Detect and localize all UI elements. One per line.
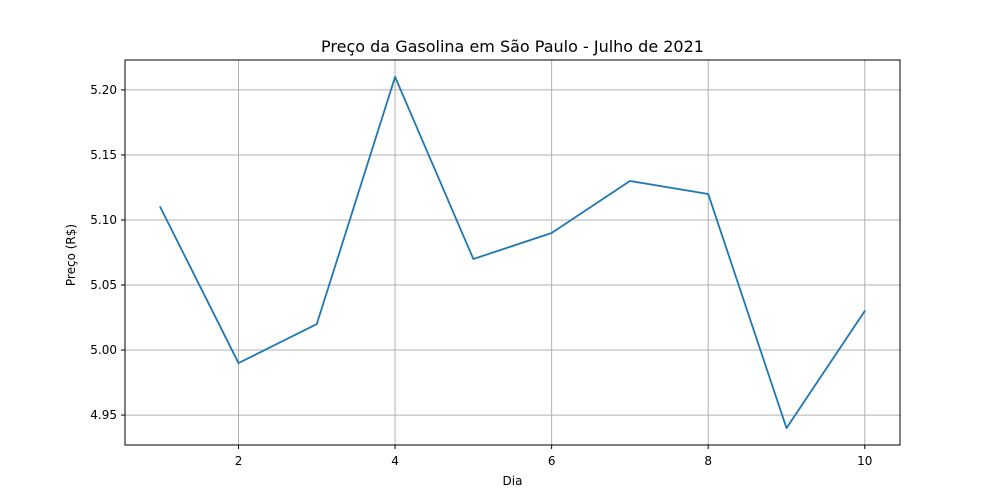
x-tick-label: 8 [704,454,712,468]
grid [125,60,900,445]
y-tick-label: 5.10 [90,213,117,227]
x-axis-ticks: 2 4 6 8 10 [235,445,872,468]
x-axis-label: Dia [503,474,523,488]
plot-frame [124,59,901,446]
y-tick-label: 5.00 [90,343,117,357]
x-tick-label: 10 [857,454,872,468]
series-line [159,76,866,429]
y-tick-label: 5.15 [90,148,117,162]
x-tick-label: 6 [548,454,556,468]
y-axis-ticks: 4.95 5.00 5.05 5.10 5.15 5.20 [90,83,125,422]
x-tick-label: 4 [391,454,399,468]
chart-title: Preço da Gasolina em São Paulo - Julho d… [321,37,704,56]
y-tick-label: 5.20 [90,83,117,97]
y-axis-label: Preço (R$) [64,224,78,286]
y-tick-label: 4.95 [90,408,117,422]
x-tick-label: 2 [235,454,243,468]
y-tick-label: 5.05 [90,278,117,292]
